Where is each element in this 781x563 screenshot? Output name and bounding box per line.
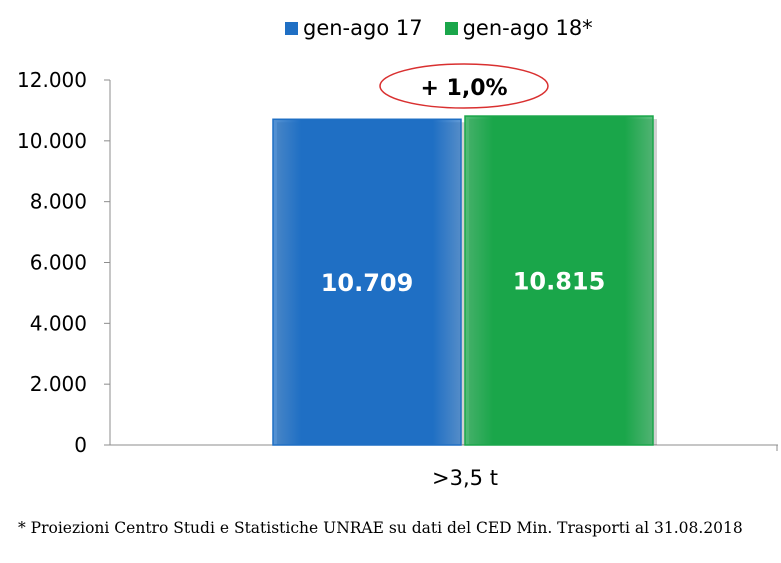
growth-annotation: + 1,0% xyxy=(420,76,507,101)
bar-1 xyxy=(272,118,462,446)
legend-item-series-2: gen-ago 18* xyxy=(444,16,593,40)
chart-legend: gen-ago 17 gen-ago 18* xyxy=(285,16,593,40)
bar-data-label: 10.709 xyxy=(321,269,414,297)
x-category-label: >3,5 t xyxy=(432,466,498,490)
y-tick-label: 2.000 xyxy=(30,372,87,396)
y-tick-label: 8.000 xyxy=(30,190,87,214)
bar-chart: 0 2.000 4.000 6.000 8.000 10.000 12.000 10.709 1… xyxy=(17,63,778,490)
bar-2 xyxy=(464,115,654,446)
y-tick-label: 0 xyxy=(74,433,87,457)
y-tick-label: 4.000 xyxy=(30,311,87,335)
y-tick-label: 10.000 xyxy=(17,129,87,153)
annotation-ellipse xyxy=(379,63,549,109)
bar-data-label: 10.815 xyxy=(513,268,606,296)
legend-label-series-2: gen-ago 18* xyxy=(462,16,593,40)
y-tick-label: 6.000 xyxy=(30,251,87,275)
footnote: * Proiezioni Centro Studi e Statistiche … xyxy=(18,519,743,537)
y-tick-label: 12.000 xyxy=(17,68,87,92)
legend-label-series-1: gen-ago 17 xyxy=(303,16,423,40)
legend-swatch-series-1 xyxy=(285,21,298,35)
legend-swatch-series-2 xyxy=(444,21,458,35)
legend-item-series-1: gen-ago 17 xyxy=(285,16,423,40)
